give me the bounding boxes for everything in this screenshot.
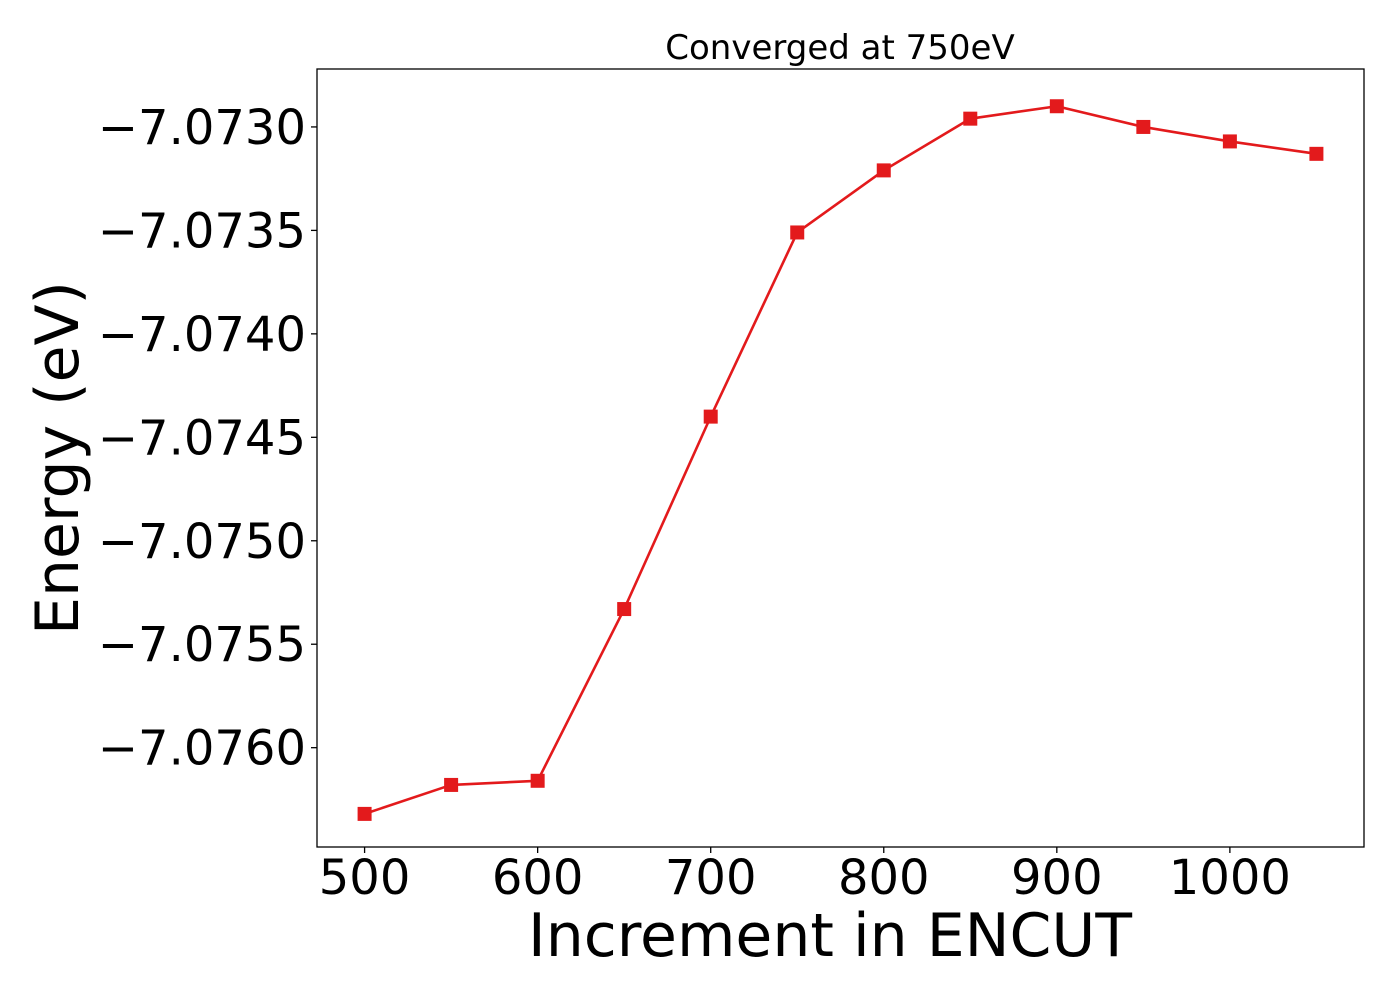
data-point-marker — [1136, 119, 1151, 134]
y-tick-label: −7.0740 — [98, 307, 306, 363]
data-point-marker — [790, 225, 805, 240]
data-point-marker — [703, 409, 718, 424]
chart-title: Converged at 750eV — [665, 28, 1014, 68]
y-tick-label: −7.0760 — [98, 721, 306, 777]
data-point-marker — [876, 163, 891, 178]
y-tick-label: −7.0730 — [98, 100, 306, 156]
data-point-marker — [1049, 99, 1064, 114]
data-point-marker — [530, 773, 545, 788]
y-tick-label: −7.0755 — [98, 617, 306, 673]
series-line — [364, 104, 1317, 816]
data-point-marker — [357, 806, 372, 821]
x-tick-label: 800 — [838, 850, 930, 906]
y-tick-label: −7.0745 — [98, 410, 306, 466]
x-tick-label: 900 — [1011, 850, 1103, 906]
y-tick-label: −7.0735 — [98, 203, 306, 259]
plot-area: 500 600 700 800 900 1000 −7.0760 −7.0755 −7.0750… — [98, 68, 1365, 906]
plot-frame — [316, 68, 1365, 848]
data-point-marker — [1222, 134, 1237, 149]
data-point-marker — [617, 602, 632, 617]
y-tick-label: −7.0750 — [98, 514, 306, 570]
y-axis-label: Energy (eV) — [23, 281, 93, 635]
data-point-marker — [444, 777, 459, 792]
x-tick-label: 500 — [319, 850, 411, 906]
x-tick-label: 1000 — [1169, 850, 1291, 906]
x-tick-label: 600 — [492, 850, 584, 906]
data-point-marker — [963, 111, 978, 126]
x-axis-label: Increment in ENCUT — [528, 901, 1132, 971]
data-point-marker — [1309, 146, 1324, 161]
x-tick-label: 700 — [665, 850, 757, 906]
